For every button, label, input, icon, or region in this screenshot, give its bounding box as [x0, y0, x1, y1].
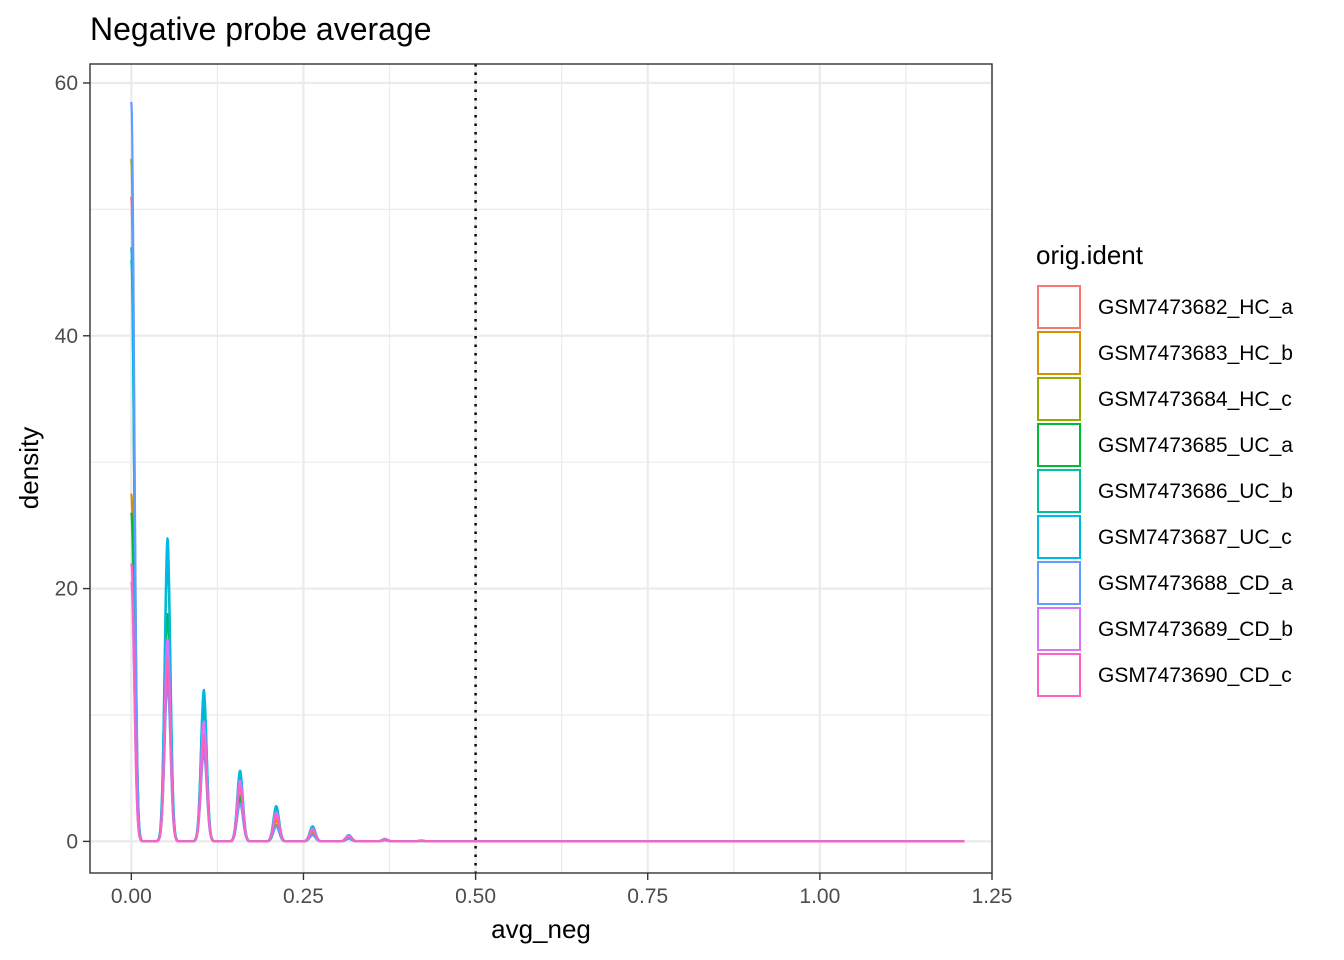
x-tick-label: 1.25	[972, 885, 1013, 908]
legend-label: GSM7473684_HC_c	[1098, 388, 1292, 411]
density-curves	[130, 101, 966, 843]
x-tick-label: 0.25	[283, 885, 324, 908]
legend-label: GSM7473682_HC_a	[1098, 296, 1293, 319]
panel-background	[90, 64, 992, 873]
minor-grid	[90, 64, 992, 873]
legend-label: GSM7473689_CD_b	[1098, 618, 1293, 641]
legend-key	[1037, 515, 1081, 559]
chart-title: Negative probe average	[90, 11, 432, 47]
density-series-line	[130, 563, 966, 843]
legend-key	[1037, 423, 1081, 467]
legend-key	[1037, 653, 1081, 697]
y-axis-title: density	[14, 427, 44, 509]
panel-border	[89, 63, 993, 874]
x-axis: 0.00 0.25 0.50 0.75 1.00 1.25	[111, 873, 1013, 908]
y-tick-label: 40	[55, 325, 78, 348]
legend-label: GSM7473690_CD_c	[1098, 664, 1292, 687]
y-axis: 0 20 40 60	[55, 72, 90, 853]
legend-label: GSM7473683_HC_b	[1098, 342, 1293, 365]
legend-key	[1037, 331, 1081, 375]
legend-label: GSM7473686_UC_b	[1098, 480, 1293, 503]
legend: orig.ident GSM7473682_HC_a GSM7473683_HC_…	[1036, 240, 1293, 697]
x-tick-label: 0.75	[627, 885, 668, 908]
x-axis-title: avg_neg	[491, 914, 591, 944]
y-tick-label: 20	[55, 578, 78, 601]
legend-key	[1037, 377, 1081, 421]
x-tick-label: 0.50	[455, 885, 496, 908]
legend-label: GSM7473687_UC_c	[1098, 526, 1292, 549]
legend-label: GSM7473688_CD_a	[1098, 572, 1293, 595]
y-tick-label: 60	[55, 72, 78, 95]
plot-panel	[89, 63, 994, 874]
legend-key	[1037, 285, 1081, 329]
y-tick-label: 0	[66, 830, 78, 853]
legend-items: GSM7473682_HC_a GSM7473683_HC_b GSM7473684…	[1037, 285, 1293, 697]
legend-key	[1037, 561, 1081, 605]
legend-title: orig.ident	[1036, 240, 1144, 270]
legend-label: GSM7473685_UC_a	[1098, 434, 1293, 457]
legend-key	[1037, 607, 1081, 651]
x-tick-label: 1.00	[799, 885, 840, 908]
x-tick-label: 0.00	[111, 885, 152, 908]
legend-key	[1037, 469, 1081, 513]
